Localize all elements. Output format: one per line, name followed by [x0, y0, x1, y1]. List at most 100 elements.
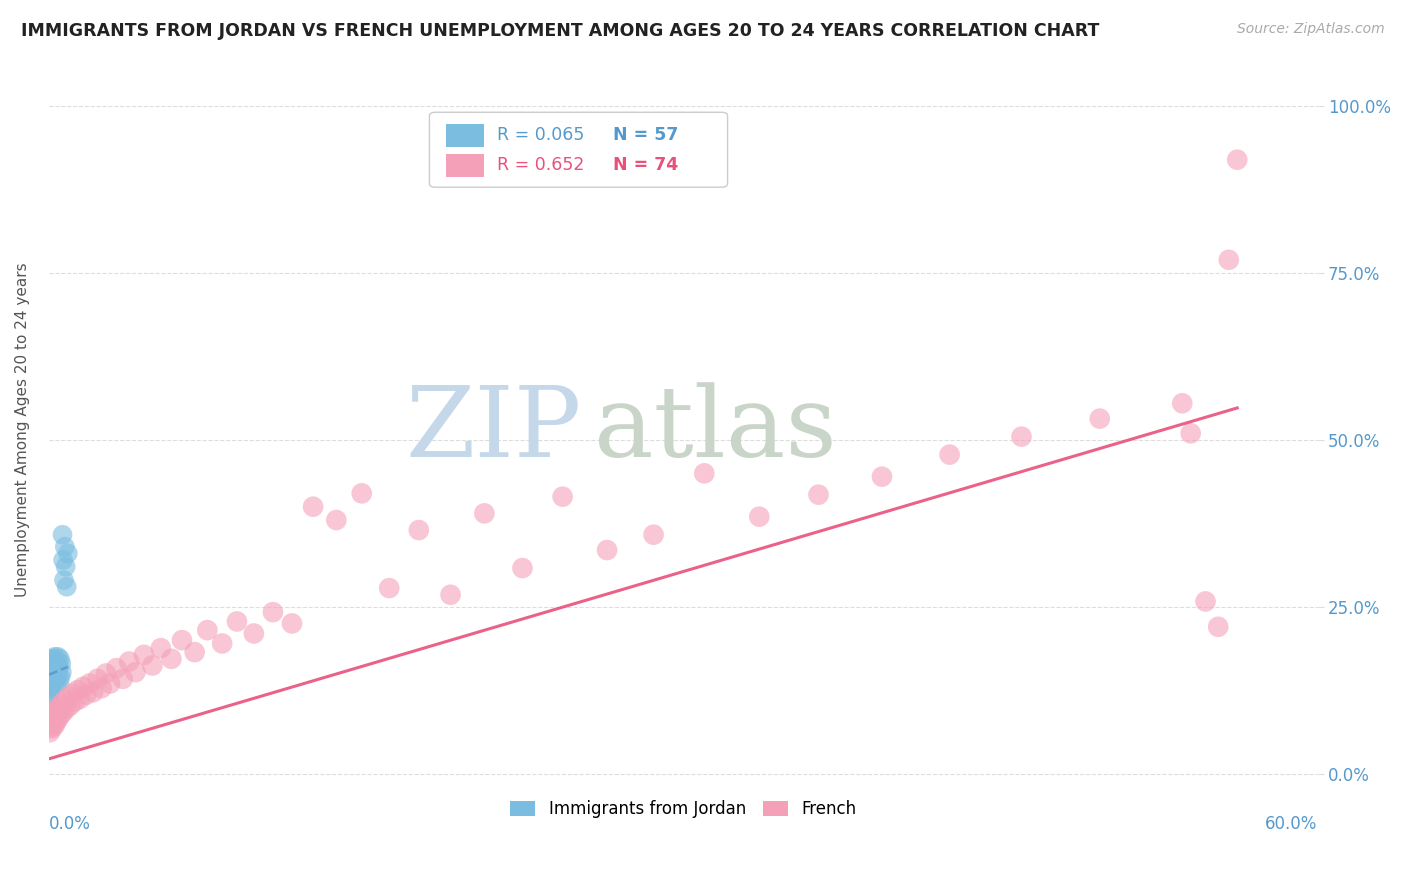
- Point: [38, 686, 60, 700]
- Point: [44, 718, 66, 732]
- Point: [243, 626, 266, 640]
- Point: [55, 701, 77, 715]
- FancyBboxPatch shape: [446, 124, 484, 146]
- Point: [195, 623, 218, 637]
- Point: [48, 674, 70, 689]
- Point: [98, 676, 121, 690]
- Point: [408, 523, 430, 537]
- Point: [63, 694, 86, 708]
- Point: [378, 581, 401, 595]
- Point: [72, 680, 94, 694]
- Y-axis label: Unemployment Among Ages 20 to 24 years: Unemployment Among Ages 20 to 24 years: [15, 262, 30, 598]
- Point: [38, 660, 60, 674]
- Point: [46, 703, 69, 717]
- Point: [46, 661, 69, 675]
- Text: 0.0%: 0.0%: [49, 815, 90, 833]
- Point: [39, 661, 62, 675]
- Point: [1226, 153, 1249, 167]
- Point: [302, 500, 325, 514]
- Point: [55, 580, 77, 594]
- Point: [226, 615, 249, 629]
- FancyBboxPatch shape: [446, 153, 484, 177]
- Point: [39, 658, 62, 673]
- Point: [56, 546, 79, 560]
- Point: [42, 676, 65, 690]
- Point: [39, 720, 62, 734]
- Legend: Immigrants from Jordan, French: Immigrants from Jordan, French: [503, 794, 863, 825]
- Point: [39, 663, 62, 677]
- Point: [51, 665, 73, 680]
- Point: [42, 707, 65, 722]
- Point: [512, 561, 534, 575]
- Point: [262, 605, 284, 619]
- Text: R = 0.652: R = 0.652: [496, 156, 583, 174]
- Point: [49, 670, 72, 684]
- Point: [160, 652, 183, 666]
- Point: [39, 670, 62, 684]
- Point: [41, 668, 63, 682]
- Point: [58, 690, 80, 704]
- Point: [1171, 396, 1194, 410]
- Point: [75, 688, 97, 702]
- Point: [59, 698, 82, 713]
- Point: [41, 705, 63, 719]
- Point: [90, 681, 112, 695]
- Point: [1088, 411, 1111, 425]
- Point: [39, 679, 62, 693]
- Point: [281, 616, 304, 631]
- Text: ZIP: ZIP: [405, 382, 582, 478]
- Point: [38, 725, 60, 739]
- Point: [748, 509, 770, 524]
- Point: [86, 672, 108, 686]
- Point: [39, 655, 62, 669]
- Text: N = 57: N = 57: [613, 126, 679, 145]
- Point: [149, 641, 172, 656]
- Point: [596, 543, 619, 558]
- Point: [41, 663, 63, 677]
- Point: [1218, 252, 1240, 267]
- Point: [643, 527, 665, 541]
- Point: [124, 665, 146, 680]
- Point: [48, 699, 70, 714]
- Point: [53, 573, 76, 587]
- Point: [46, 712, 69, 726]
- Point: [111, 672, 134, 686]
- Point: [38, 668, 60, 682]
- Point: [41, 658, 63, 673]
- Point: [38, 670, 60, 684]
- Point: [39, 676, 62, 690]
- Point: [53, 693, 76, 707]
- Point: [51, 527, 73, 541]
- Text: N = 74: N = 74: [613, 156, 679, 174]
- Point: [42, 712, 65, 726]
- Point: [51, 697, 73, 711]
- Point: [325, 513, 347, 527]
- Point: [938, 448, 960, 462]
- Point: [118, 655, 141, 669]
- Point: [42, 652, 65, 666]
- Point: [44, 674, 66, 689]
- Point: [42, 661, 65, 675]
- Text: atlas: atlas: [595, 382, 837, 478]
- Point: [870, 469, 893, 483]
- Point: [53, 540, 76, 554]
- Point: [105, 661, 128, 675]
- Point: [49, 652, 72, 666]
- Point: [439, 588, 461, 602]
- Point: [170, 633, 193, 648]
- Point: [44, 657, 66, 671]
- Point: [1011, 429, 1033, 443]
- Point: [38, 680, 60, 694]
- Point: [44, 706, 66, 721]
- Point: [41, 652, 63, 666]
- Point: [474, 507, 496, 521]
- Point: [41, 681, 63, 695]
- Point: [45, 714, 67, 729]
- Text: Source: ZipAtlas.com: Source: ZipAtlas.com: [1237, 22, 1385, 37]
- Point: [69, 691, 91, 706]
- Point: [94, 666, 117, 681]
- Point: [62, 686, 84, 700]
- Point: [51, 657, 73, 671]
- Text: R = 0.065: R = 0.065: [496, 126, 583, 145]
- Point: [38, 663, 60, 677]
